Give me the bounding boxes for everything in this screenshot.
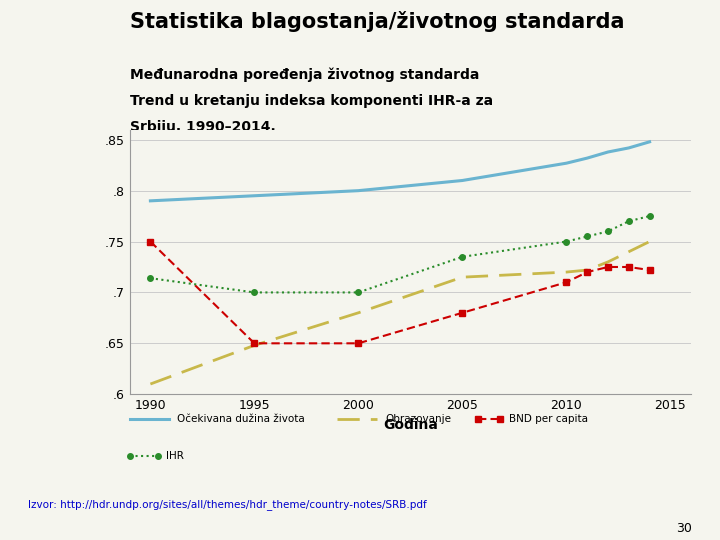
Text: Trend u kretanju indeksa komponenti IHR-a za: Trend u kretanju indeksa komponenti IHR-… — [130, 94, 492, 108]
Text: IHR: IHR — [166, 450, 184, 461]
Text: Srbiju, 1990–2014.: Srbiju, 1990–2014. — [130, 120, 275, 134]
Text: 30: 30 — [676, 522, 692, 535]
Text: BND per capita: BND per capita — [508, 414, 588, 424]
Text: Međunarodna poređenja životnog standarda: Međunarodna poređenja životnog standarda — [130, 68, 479, 82]
Text: Statistika blagostanja/životnog standarda: Statistika blagostanja/životnog standard… — [130, 11, 624, 32]
Text: Izvor: http://hdr.undp.org/sites/all/themes/hdr_theme/country-notes/SRB.pdf: Izvor: http://hdr.undp.org/sites/all/the… — [28, 500, 427, 510]
Text: Očekivana dužina života: Očekivana dužina života — [177, 414, 305, 424]
Text: Obrazovanje: Obrazovanje — [385, 414, 451, 424]
X-axis label: Godina: Godina — [383, 417, 438, 431]
